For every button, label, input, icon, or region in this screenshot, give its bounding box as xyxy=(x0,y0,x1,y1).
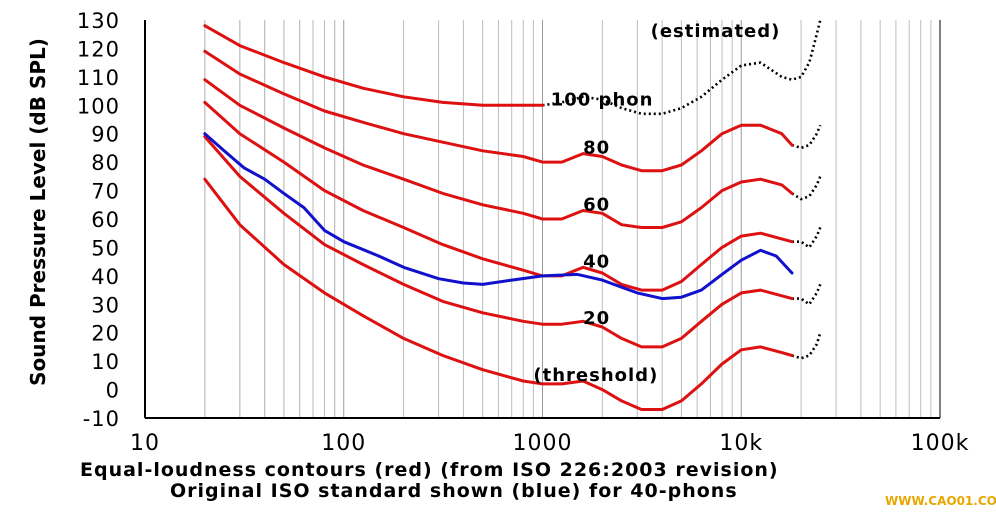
series-line-20-phon-estimated xyxy=(792,283,822,306)
axes xyxy=(144,20,941,419)
watermark: WWW.CAO01.COM xyxy=(885,494,996,508)
series-line-40-phon-estimated xyxy=(792,227,822,249)
chart-caption: Original ISO standard shown (blue) for 4… xyxy=(170,480,738,502)
x-axis-label: Equal-loudness contours (red) (from ISO … xyxy=(80,459,779,481)
y-axis-label: Sound Pressure Level (dB SPL) xyxy=(26,38,50,386)
annotation-estimated: (estimated) xyxy=(651,21,781,42)
series-line-100-phon-estimated xyxy=(542,19,822,116)
y-tick-label: -10 xyxy=(83,407,120,431)
annotation-60: 60 xyxy=(583,194,610,215)
series-line-threshold xyxy=(203,177,794,411)
annotation-80: 80 xyxy=(583,138,610,159)
series-line-20-phon xyxy=(203,135,794,349)
y-tick-label: 40 xyxy=(91,265,120,289)
y-tick-label: 130 xyxy=(77,9,120,33)
series-line-60-phon-estimated xyxy=(791,175,822,201)
vertical-grid xyxy=(204,20,932,418)
x-tick-label: 10 xyxy=(130,431,160,456)
y-tick-label: 20 xyxy=(91,322,120,346)
y-tick-label: 50 xyxy=(91,236,120,260)
y-tick-label: 120 xyxy=(77,37,120,61)
annotation-threshold: (threshold) xyxy=(533,365,658,386)
series-line-60-phon xyxy=(203,78,794,229)
annotation-100-phon: 100 phon xyxy=(551,89,654,110)
series-lines xyxy=(203,19,822,411)
x-tick-label: 1000 xyxy=(513,431,573,456)
x-tick-label: 10k xyxy=(719,431,763,456)
y-tick-label: 100 xyxy=(77,94,120,118)
x-tick-label: 100 xyxy=(321,431,366,456)
x-tick-labels: 10 100 1000 10k 100k xyxy=(130,431,970,456)
y-tick-label: 80 xyxy=(91,151,120,175)
y-tick-labels: -10 0 10 20 30 40 50 60 70 80 90 100 110 120 130 xyxy=(77,9,120,431)
series-line-threshold-estimated xyxy=(791,332,822,360)
series-line-80-phon xyxy=(203,49,794,173)
annotation-40: 40 xyxy=(583,251,610,272)
series-line-80-phon-estimated xyxy=(791,124,822,150)
series-line-iso-40-phon-original xyxy=(203,132,794,301)
y-tick-label: 70 xyxy=(91,180,120,204)
y-tick-label: 30 xyxy=(91,293,120,317)
annotations: (estimated) 100 phon 80 60 40 20 (threshold) xyxy=(533,21,781,386)
y-tick-label: 60 xyxy=(91,208,120,232)
series-line-100-phon xyxy=(203,24,544,107)
y-tick-label: 0 xyxy=(106,379,120,403)
y-tick-label: 10 xyxy=(91,350,120,374)
y-tick-label: 110 xyxy=(77,66,120,90)
series-line-40-phon xyxy=(203,100,794,292)
x-tick-label: 100k xyxy=(911,431,970,456)
y-tick-label: 90 xyxy=(91,123,120,147)
annotation-20: 20 xyxy=(583,308,610,329)
